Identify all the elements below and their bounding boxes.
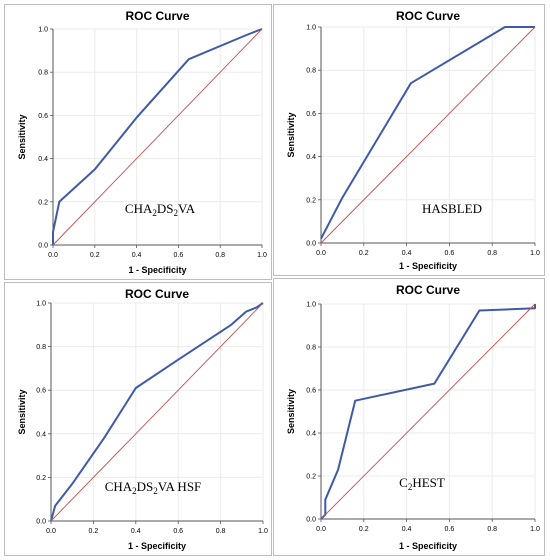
model-label-subscript: 2 xyxy=(132,486,137,496)
model-label-subscript: 2 xyxy=(408,482,413,492)
x-tick-label: 1.0 xyxy=(257,252,267,259)
y-axis-label: Sensitivity xyxy=(17,389,27,434)
model-label-part: DS xyxy=(157,201,174,216)
x-tick-label: 0.4 xyxy=(132,252,142,259)
y-tick-label: 0.8 xyxy=(38,70,48,77)
x-tick-label: 0.0 xyxy=(316,526,326,533)
model-label-part: CHA xyxy=(105,479,133,494)
chart-title: ROC Curve xyxy=(396,283,460,297)
y-tick-label: 0.2 xyxy=(306,197,316,204)
x-tick-label: 0.4 xyxy=(131,528,141,535)
x-tick-label: 0.2 xyxy=(359,250,369,257)
y-tick-label: 1.0 xyxy=(306,302,316,309)
roc-curve-line xyxy=(50,302,264,522)
y-tick-label: 0.6 xyxy=(38,113,48,120)
x-tick-label: 0.8 xyxy=(487,526,497,533)
roc-chart-svg: 0.0 0.2 0.4 0.6 0.8 1.0 0.0 0.2 0.4 0.6 0.8 1.0 ROC … xyxy=(17,9,267,275)
x-axis-label: 1 - Specificity xyxy=(128,541,186,551)
model-label: CHA2DS2VA xyxy=(125,201,196,218)
x-axis-label: 1 - Specificity xyxy=(128,265,186,275)
y-tick-label: 0.6 xyxy=(306,111,316,118)
x-tick-label: 1.0 xyxy=(258,528,268,535)
y-tick-label: 0.4 xyxy=(38,156,48,163)
model-label-part: VA HSF xyxy=(158,479,201,494)
y-tick-label: 0.0 xyxy=(306,241,316,248)
roc-chart-svg: 0.0 0.2 0.4 0.6 0.8 1.0 0.0 0.2 0.4 0.6 0.8 1.0 ROC … xyxy=(286,9,540,271)
model-label-part: CHA xyxy=(125,201,153,216)
x-axis-label: 1 - Specificity xyxy=(399,541,457,551)
model-label: CHA2DS2VA HSF xyxy=(105,479,202,496)
y-tick-label: 0.4 xyxy=(36,431,46,438)
x-tick-label: 0.6 xyxy=(174,252,184,259)
x-tick-label: 0.2 xyxy=(90,252,100,259)
y-tick-label: 0.0 xyxy=(36,519,46,526)
y-tick-label: 1.0 xyxy=(38,27,48,34)
model-label-subscript: 2 xyxy=(173,208,178,218)
model-label-part: VA xyxy=(178,201,196,216)
x-tick-label: 0.8 xyxy=(216,528,226,535)
x-tick-label: 0.6 xyxy=(173,528,183,535)
y-tick-label: 0.8 xyxy=(36,344,46,351)
y-tick-label: 0.0 xyxy=(306,517,316,524)
chart-title: ROC Curve xyxy=(125,287,189,301)
x-tick-label: 0.4 xyxy=(402,526,412,533)
x-tick-label: 0.2 xyxy=(89,528,99,535)
x-tick-label: 0.8 xyxy=(487,250,497,257)
model-label-part: DS xyxy=(137,479,154,494)
x-tick-label: 0.6 xyxy=(445,250,455,257)
roc-curve-line xyxy=(320,26,535,240)
model-label-part: HEST xyxy=(412,475,445,490)
x-tick-label: 0.0 xyxy=(316,250,326,257)
reference-line xyxy=(320,303,536,520)
roc-panel-hasbled: 0.0 0.2 0.4 0.6 0.8 1.0 0.0 0.2 0.4 0.6 0.8 1.0 ROC … xyxy=(273,4,545,276)
reference-line xyxy=(52,28,263,246)
roc-panel-c2hest: 0.0 0.2 0.4 0.6 0.8 1.0 0.0 0.2 0.4 0.6 0.8 1.0 ROC … xyxy=(273,278,545,556)
x-tick-label: 0.6 xyxy=(445,526,455,533)
y-tick-label: 0.2 xyxy=(36,475,46,482)
x-tick-label: 0.8 xyxy=(215,252,225,259)
y-tick-label: 0.8 xyxy=(306,68,316,75)
roc-curve-line xyxy=(320,304,536,520)
x-tick-label: 0.2 xyxy=(359,526,369,533)
x-tick-label: 0.4 xyxy=(402,250,412,257)
y-axis-label: Sensitivity xyxy=(286,112,296,157)
roc-chart-svg: 0.0 0.2 0.4 0.6 0.8 1.0 0.0 0.2 0.4 0.6 0.8 1.0 ROC … xyxy=(17,287,268,551)
model-label: C2HEST xyxy=(399,475,445,492)
x-axis-label: 1 - Specificity xyxy=(399,261,457,271)
y-tick-label: 0.2 xyxy=(38,199,48,206)
y-tick-label: 0.6 xyxy=(36,388,46,395)
y-tick-label: 1.0 xyxy=(306,25,316,32)
roc-panel-cha2ds2va: 0.0 0.2 0.4 0.6 0.8 1.0 0.0 0.2 0.4 0.6 0.8 1.0 ROC … xyxy=(4,4,272,280)
x-tick-label: 1.0 xyxy=(530,526,540,533)
y-tick-label: 0.4 xyxy=(306,154,316,161)
y-tick-label: 0.0 xyxy=(38,243,48,250)
x-tick-label: 0.0 xyxy=(46,528,56,535)
y-tick-label: 0.2 xyxy=(306,474,316,481)
model-label-subscript: 2 xyxy=(152,208,157,218)
roc-panel-cha2ds2va-hsf: 0.0 0.2 0.4 0.6 0.8 1.0 0.0 0.2 0.4 0.6 0.8 1.0 ROC … xyxy=(4,282,272,556)
y-tick-label: 0.4 xyxy=(306,431,316,438)
y-tick-label: 0.6 xyxy=(306,388,316,395)
y-tick-label: 0.8 xyxy=(306,345,316,352)
reference-line xyxy=(50,302,264,522)
model-label-part: HASBLED xyxy=(422,201,482,216)
chart-title: ROC Curve xyxy=(125,9,189,23)
model-label: HASBLED xyxy=(422,201,482,216)
roc-chart-svg: 0.0 0.2 0.4 0.6 0.8 1.0 0.0 0.2 0.4 0.6 0.8 1.0 ROC … xyxy=(286,283,540,551)
reference-line xyxy=(320,26,536,244)
roc-curve-line xyxy=(52,28,263,245)
y-tick-label: 1.0 xyxy=(36,301,46,308)
x-tick-label: 0.0 xyxy=(48,252,58,259)
chart-title: ROC Curve xyxy=(396,9,460,23)
model-label-subscript: 2 xyxy=(153,486,158,496)
x-tick-label: 1.0 xyxy=(530,250,540,257)
y-axis-label: Sensitivity xyxy=(286,389,296,434)
model-label-part: C xyxy=(399,475,408,490)
y-axis-label: Sensitivity xyxy=(17,114,27,159)
